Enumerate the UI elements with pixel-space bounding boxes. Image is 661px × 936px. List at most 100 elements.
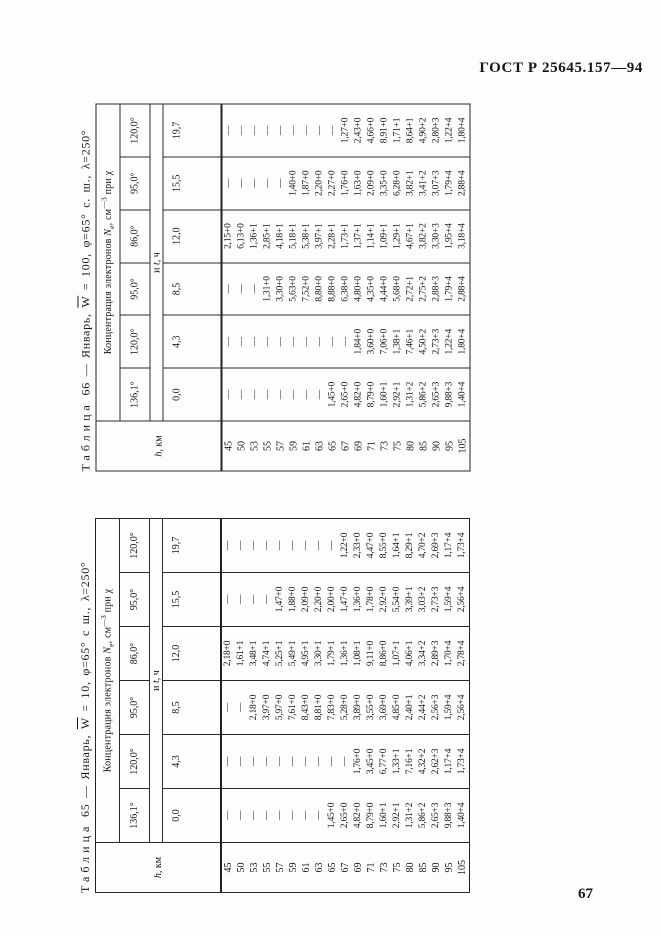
table-row: 90 2,65+3 2,62+3 2,56+3 2,89+3 2,73+3 2,69+3 — [430, 518, 443, 893]
chi-header-cell: 95,0° — [119, 572, 150, 627]
data-cell: 5,97+0 — [274, 680, 287, 735]
data-cell: — — [221, 262, 235, 315]
data-cell: — — [221, 518, 235, 573]
data-cell: 4,82+0 — [352, 788, 365, 843]
caption-params: = 10, φ=65° с ш., λ=250° — [78, 561, 92, 718]
data-cell: — — [235, 367, 248, 421]
table-row: 80 1,31+2 7,16+1 2,40+1 4,06+1 3,39+1 8,29+1 — [404, 518, 417, 893]
chi-label: при χ — [102, 588, 114, 616]
data-cell: 1,22+4 — [443, 314, 456, 368]
height-value-cell: 71 — [365, 842, 378, 893]
time-label-cell: и t, ч — [149, 103, 163, 421]
table-row: 95 9,88+3 1,17+4 1,59+4 1,70+4 1,59+4 1,17+4 — [443, 518, 456, 893]
height-value-cell: 61 — [300, 420, 313, 471]
data-cell: 1,36+1 — [339, 626, 352, 681]
data-cell: 5,49+1 — [287, 626, 300, 681]
data-cell: — — [313, 518, 326, 573]
data-cell: 2,65+0 — [339, 788, 352, 843]
data-cell: 4,95+1 — [300, 626, 313, 681]
data-cell: 1,63+0 — [352, 156, 365, 210]
table-row: 63— —8,81+0 3,30+1 2,20+0— — [313, 518, 326, 893]
height-value-cell: 45 — [221, 842, 235, 893]
data-cell: 2,89+3 — [430, 626, 443, 681]
height-value-cell: 59 — [287, 420, 300, 471]
data-cell: 2,18+0 — [248, 680, 261, 735]
table-row: 50— — —1,61+1— — — [235, 518, 248, 893]
time-value-cell: 8,5 — [162, 262, 221, 315]
data-cell: — — [339, 734, 352, 789]
height-value-cell: 67 — [339, 842, 352, 893]
data-cell: — — [300, 788, 313, 843]
table-row: 75 2,92+1 1,33+1 4,85+0 1,07+1 5,54+0 1,64+1 — [391, 518, 404, 893]
data-cell: 8,55+0 — [378, 518, 391, 573]
concentration-label: Концентрация электронов — [102, 235, 114, 354]
chi-header-cell: 120,0° — [119, 314, 150, 368]
data-cell: 1,38+1 — [391, 314, 404, 368]
chi-header-cell: 95,0° — [119, 156, 150, 210]
data-cell: 2,88+3 — [430, 262, 443, 315]
data-cell: — — [248, 156, 261, 210]
data-cell: 1,70+4 — [443, 626, 456, 681]
data-cell: 3,89+0 — [352, 680, 365, 735]
data-cell: 9,88+3 — [443, 788, 456, 843]
table-row: 53— —2,18+0 3,48+1— — — [248, 518, 261, 893]
gost-standard-number: ГОСТ Р 25645.157—94 — [479, 60, 643, 76]
data-cell: 1,76+0 — [339, 156, 352, 210]
data-cell: — — [274, 103, 287, 157]
data-cell: — — [248, 788, 261, 843]
data-cell: 9,11+0 — [365, 626, 378, 681]
electron-density-symbol: N — [102, 228, 114, 236]
table-row: 73 1,60+1 7,06+0 4,44+0 1,09+1 3,35+0 8,91+0 — [378, 103, 391, 471]
data-cell: — — [261, 156, 274, 210]
data-cell: 4,74+1 — [261, 626, 274, 681]
time-value-cell: 8,5 — [162, 680, 221, 735]
data-cell: 2,27+0 — [326, 156, 339, 210]
data-cell: 1,80+4 — [456, 103, 470, 157]
table-row: 53— — —1,36+1— — — [248, 103, 261, 471]
data-cell: 1,76+0 — [352, 734, 365, 789]
data-cell: 2,92+1 — [391, 788, 404, 843]
data-cell: 2,20+0 — [313, 572, 326, 627]
data-cell: 5,38+1 — [300, 209, 313, 263]
data-cell: 2,44+2 — [417, 680, 430, 735]
data-cell: — — [274, 314, 287, 368]
chi-values-row: 136,1° 120,0° 95,0° 86,0° 95,0° 120,0° — [119, 518, 150, 893]
data-cell: 7,52+0 — [300, 262, 313, 315]
data-cell: — — [235, 572, 248, 627]
height-value-cell: 55 — [261, 420, 274, 471]
data-cell: 1,59+4 — [443, 572, 456, 627]
data-cell: — — [261, 518, 274, 573]
time-value-cell: 15,5 — [162, 572, 221, 627]
data-cell: 1,79+4 — [443, 156, 456, 210]
data-table: h, км Концентрация электронов Ne, см—3 п… — [95, 103, 470, 471]
data-cell: 1,60+1 — [378, 367, 391, 421]
data-cell: 3,03+2 — [417, 572, 430, 627]
time-value-cell: 0,0 — [162, 788, 221, 843]
chi-header-cell: 120,0° — [119, 518, 150, 573]
height-value-cell: 69 — [352, 420, 365, 471]
data-cell: 1,22+4 — [443, 103, 456, 157]
table-row: 85 5,86+2 4,50+2 2,75+2 3,82+2 3,41+2 4,90+2 — [417, 103, 430, 471]
data-cell: 3,30+0 — [274, 262, 287, 315]
data-cell: 1,31+2 — [404, 788, 417, 843]
time-value-cell: 19,7 — [162, 518, 221, 573]
data-cell: 1,45+0 — [326, 367, 339, 421]
data-cell: 1,31+0 — [261, 262, 274, 315]
height-value-cell: 61 — [300, 842, 313, 893]
data-cell: 4,47+0 — [365, 518, 378, 573]
table-row: 105 1,40+4 1,80+4 2,88+4 3,18+4 2,88+4 1,80+4 — [456, 103, 470, 471]
data-cell: 4,32+2 — [417, 734, 430, 789]
data-cell: 4,90+2 — [417, 103, 430, 157]
data-cell: 7,61+0 — [287, 680, 300, 735]
data-cell: — — [235, 156, 248, 210]
data-cell: 7,16+1 — [404, 734, 417, 789]
data-cell: 1,73+4 — [456, 518, 470, 573]
table-row: 69 4,82+0 1,84+0 4,80+0 1,37+1 1,63+0 2,43+0 — [352, 103, 365, 471]
data-cell: 1,64+1 — [391, 518, 404, 573]
unit-text: , см — [102, 208, 114, 225]
data-cell: 3,97+0 — [261, 680, 274, 735]
data-cell: 1,45+0 — [326, 788, 339, 843]
data-cell: 3,39+1 — [404, 572, 417, 627]
table-row: 90 2,65+3 2,73+3 2,88+3 3,30+3 3,07+3 2,80+3 — [430, 103, 443, 471]
height-value-cell: 105 — [456, 420, 470, 471]
